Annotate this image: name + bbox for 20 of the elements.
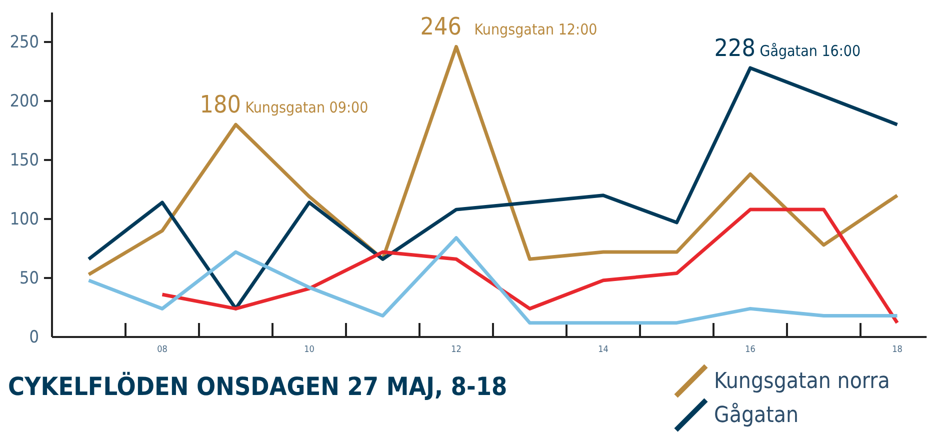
y-tick-label: 50: [20, 268, 39, 288]
x-tick-label: 18: [892, 345, 902, 355]
annotation: 246 Kungsgatan 12:00: [420, 12, 598, 41]
line-series: [160, 208, 899, 325]
text: CYKELFLÖDEN ONSDAGEN 27 MAJ, 8-18: [8, 371, 508, 401]
line-series: [87, 236, 899, 325]
x-tick-label: 10: [304, 345, 314, 355]
y-tick-label: 100: [10, 209, 39, 230]
x-tick-label: 16: [745, 345, 756, 355]
x-tick-label: 14: [598, 345, 608, 355]
y-tick-label: 200: [10, 91, 39, 112]
x-tick-label: 08: [157, 345, 168, 355]
legend-label: Kungsgatan norra: [714, 369, 890, 394]
annotation: 180 Kungsgatan 09:00: [200, 90, 368, 119]
y-tick-label: 0: [29, 327, 39, 348]
annotation: 228 Gågatan 16:00: [714, 34, 861, 62]
x-tick-label: 12: [451, 345, 462, 355]
y-tick-label: 250: [10, 32, 39, 52]
y-tick-label: 150: [10, 150, 39, 170]
legend-label: Gågatan: [714, 402, 799, 428]
